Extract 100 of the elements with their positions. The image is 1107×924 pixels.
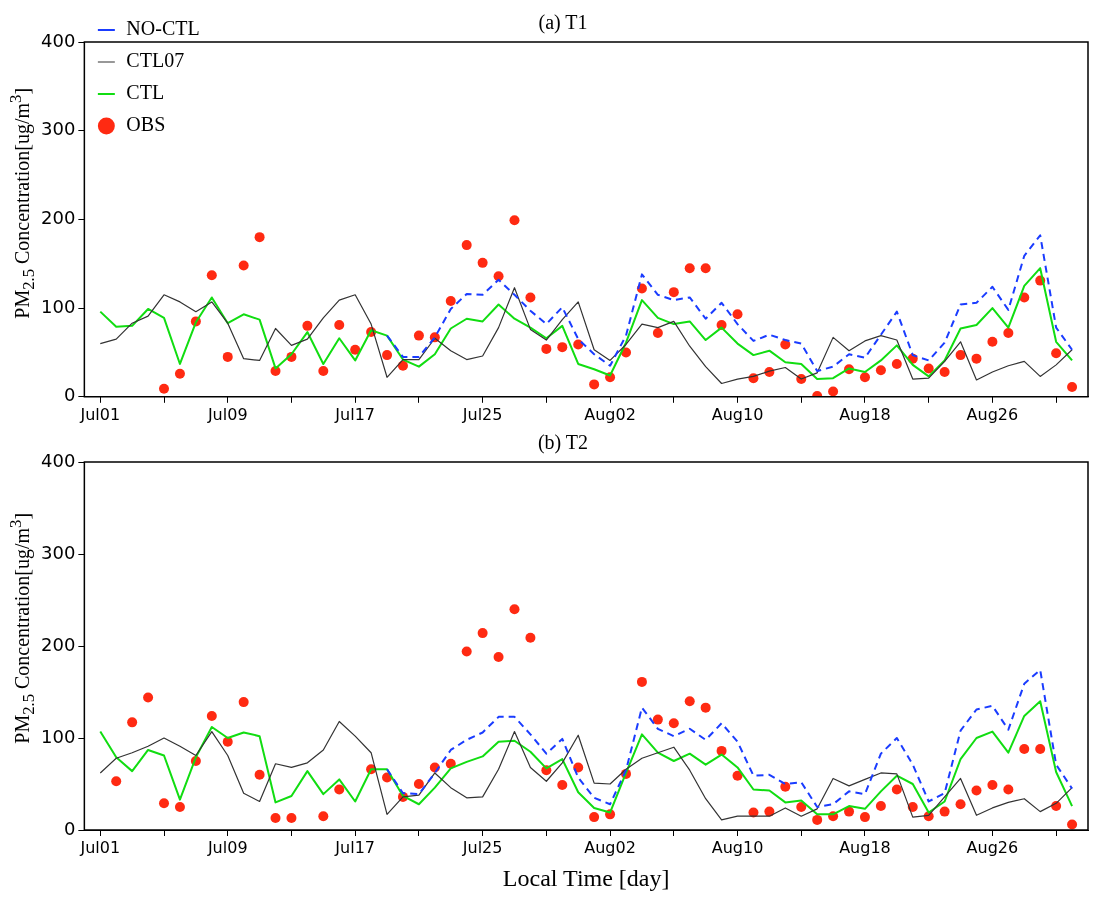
point [174, 802, 185, 812]
point [557, 779, 568, 790]
point [971, 785, 982, 796]
point [493, 652, 504, 663]
point [668, 718, 679, 729]
legend-label: CTL07 [126, 49, 185, 72]
point [971, 353, 982, 364]
line-series [386, 668, 1074, 808]
x-tick-label: Jul25 [461, 837, 503, 857]
y-tick-label: 0 [63, 817, 76, 839]
point [1035, 744, 1046, 755]
x-tick-label: Aug26 [966, 837, 1019, 857]
point [589, 379, 600, 390]
point [684, 263, 695, 274]
point [732, 770, 743, 781]
point [525, 292, 536, 303]
point [955, 799, 966, 810]
point [557, 342, 568, 353]
point [891, 358, 902, 369]
point [525, 632, 536, 643]
point [509, 604, 520, 615]
x-axis-title: Local Time [day] [502, 864, 670, 891]
point [413, 330, 424, 341]
x-tick-label: Aug26 [966, 404, 1019, 424]
y-tick-label: 0 [63, 384, 76, 406]
point [987, 779, 998, 790]
point [732, 309, 743, 320]
point [668, 287, 679, 298]
line-series [386, 234, 1074, 373]
y-tick-label: 200 [41, 207, 76, 229]
point [1067, 382, 1078, 393]
point [780, 781, 791, 792]
legend-label: OBS [126, 113, 166, 136]
point [859, 372, 870, 383]
point [111, 776, 122, 787]
point [923, 363, 934, 374]
point [397, 360, 408, 371]
point [636, 676, 647, 687]
point [461, 646, 472, 657]
point [844, 806, 855, 817]
x-tick-label: Jul17 [334, 837, 376, 857]
point [350, 344, 361, 355]
point [318, 366, 329, 377]
point [238, 260, 249, 271]
y-tick-label: 300 [41, 118, 76, 140]
x-tick-label: Aug02 [584, 837, 636, 857]
point [652, 714, 663, 725]
point [174, 368, 185, 379]
point [955, 350, 966, 361]
point [939, 806, 950, 817]
point [589, 812, 600, 823]
point [477, 628, 488, 639]
point [875, 801, 886, 812]
point [413, 779, 424, 789]
point [159, 798, 170, 809]
point [1003, 784, 1014, 795]
point [334, 784, 345, 795]
legend-label: NO-CTL [126, 17, 200, 40]
point [509, 215, 520, 226]
y-tick-label: 100 [41, 295, 76, 317]
point [302, 320, 313, 331]
point [828, 386, 839, 397]
y-tick-label: 300 [41, 541, 76, 563]
point [222, 351, 233, 362]
x-tick-label: Jul01 [79, 404, 121, 424]
point [700, 263, 711, 274]
point [700, 702, 711, 713]
point [334, 319, 345, 330]
point [127, 717, 138, 728]
point [652, 327, 663, 338]
point [796, 802, 807, 812]
x-tick-label: Aug10 [711, 404, 764, 424]
y-tick-label: 200 [41, 633, 76, 655]
point [1067, 819, 1078, 830]
x-tick-label: Aug18 [839, 837, 891, 857]
x-tick-label: Aug18 [839, 404, 891, 424]
point [859, 812, 870, 823]
point [254, 769, 265, 780]
point [238, 697, 249, 708]
point [143, 692, 154, 703]
point [254, 232, 265, 243]
x-tick-label: Jul17 [334, 404, 376, 424]
y-tick-label: 100 [41, 725, 76, 747]
x-tick-label: Jul01 [79, 837, 121, 857]
point [541, 343, 552, 354]
chart-title: (b) T2 [537, 431, 589, 455]
point [445, 296, 456, 306]
chart-title: (a) T1 [538, 11, 588, 35]
point [875, 365, 886, 376]
point [812, 814, 823, 825]
x-tick-label: Jul25 [461, 404, 503, 424]
x-tick-label: Aug10 [711, 837, 764, 857]
point [159, 383, 170, 394]
point [716, 745, 727, 756]
point [286, 813, 297, 824]
point [270, 813, 281, 824]
point [382, 350, 393, 361]
point [1003, 327, 1014, 338]
point [891, 784, 902, 795]
point [684, 696, 695, 707]
